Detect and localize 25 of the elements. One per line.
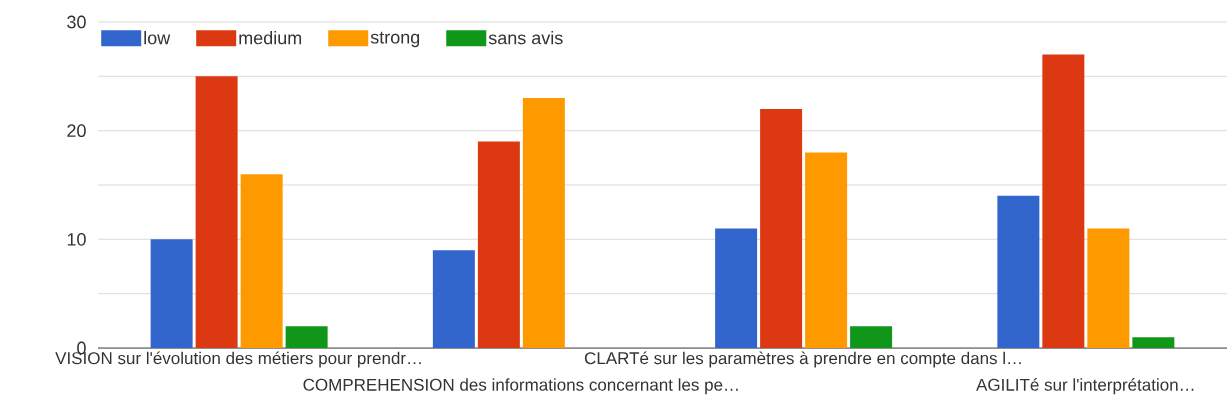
bar — [285, 326, 328, 348]
bar — [805, 152, 848, 348]
legend-label: medium — [239, 31, 302, 45]
x-tick-label: COMPREHENSION des informations concernant les pe… — [303, 378, 738, 395]
legend-label: low — [144, 31, 171, 45]
bar — [150, 239, 193, 348]
bar — [760, 108, 803, 348]
bar — [432, 250, 475, 348]
bar — [1132, 337, 1175, 348]
bar — [195, 76, 238, 348]
bar — [850, 326, 893, 348]
bar — [1042, 54, 1085, 348]
bar — [240, 174, 283, 348]
bar — [997, 195, 1040, 348]
x-tick-label: AGILITé sur l'interprétation… — [976, 378, 1194, 395]
y-tick-label: 20 — [67, 124, 86, 138]
legend-label: strong — [370, 31, 420, 48]
bar — [1087, 228, 1130, 348]
y-tick-label: 30 — [67, 15, 86, 29]
bar — [715, 228, 758, 348]
bar — [522, 98, 565, 348]
legend-label: sans avis — [488, 31, 563, 45]
y-tick-label: 10 — [67, 232, 86, 246]
bar — [477, 141, 520, 348]
x-tick-label: CLARTé sur les paramètres à prendre en compte dans l… — [584, 351, 1021, 368]
